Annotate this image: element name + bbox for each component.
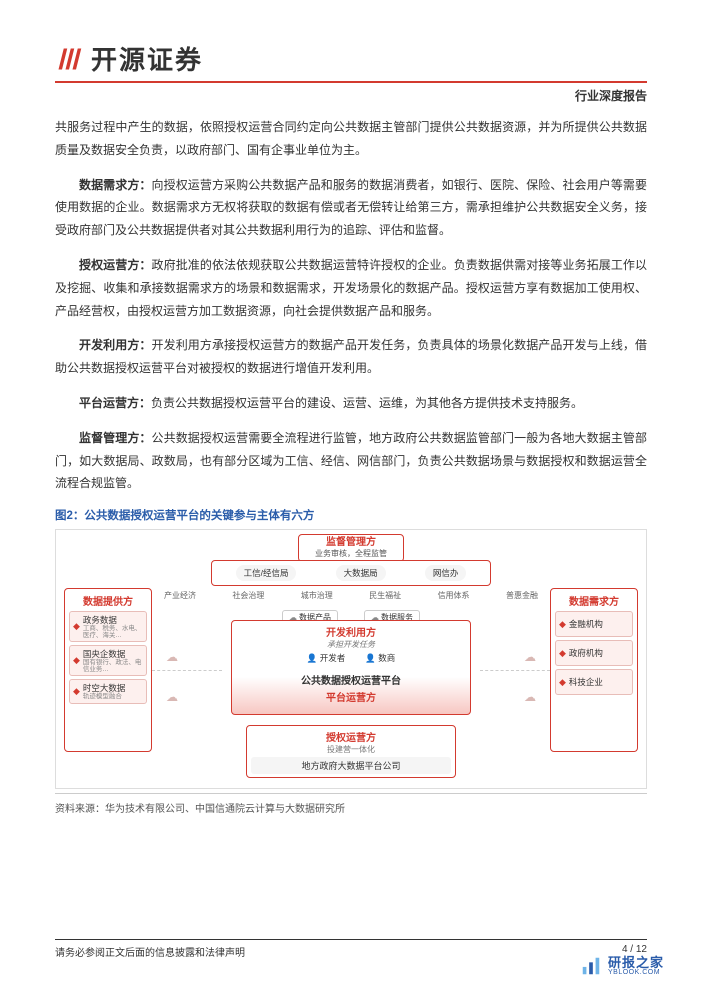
domain-4: 信用体系 xyxy=(438,590,470,601)
para-3-lead: 开发利用方： xyxy=(79,338,152,352)
cube-icon: ◆ xyxy=(559,677,566,688)
para-2-lead: 授权运营方： xyxy=(79,258,152,272)
demand-item-2: ◆科技企业 xyxy=(555,669,633,695)
para-1-lead: 数据需求方： xyxy=(79,178,152,192)
cube-icon: ◆ xyxy=(73,621,80,632)
provider-item-0-sub: 工商、税务、水电、医疗、海关… xyxy=(83,626,143,639)
operator-sub: 投建营一体化 xyxy=(251,744,451,755)
footer: 请务必参阅正文后面的信息披露和法律声明 4 / 12 xyxy=(55,939,647,959)
demand-item-1-name: 政府机构 xyxy=(569,647,603,659)
operator-box: 授权运营方 投建营一体化 地方政府大数据平台公司 xyxy=(246,725,456,778)
domain-0: 产业经济 xyxy=(164,590,196,601)
provider-item-1: ◆ 国央企数据 国有银行、政法、电信业务… xyxy=(69,645,147,676)
para-0: 共服务过程中产生的数据，依照授权运营合同约定向公共数据主管部门提供公共数据资源，… xyxy=(55,116,647,162)
cube-icon: ◆ xyxy=(559,648,566,659)
brand-logo-icon xyxy=(55,45,83,73)
watermark: 研报之家 YBLOOK.COM xyxy=(580,955,664,977)
dev-role-0: 👤 开发者 xyxy=(307,652,345,664)
provider-item-0: ◆ 政务数据 工商、税务、水电、医疗、海关… xyxy=(69,611,147,642)
para-3: 开发利用方：开发利用方承接授权运营方的数据产品开发任务，负责具体的场景化数据产品… xyxy=(55,334,647,380)
header-rule xyxy=(55,81,647,83)
doc-type: 行业深度报告 xyxy=(55,87,647,104)
gov-dept-2: 网信办 xyxy=(425,565,467,581)
footer-disclaimer: 请务必参阅正文后面的信息披露和法律声明 xyxy=(55,944,245,959)
cube-icon: ◆ xyxy=(73,655,80,666)
supervisor-box: 监督管理方 业务审核，全程监管 xyxy=(298,534,404,562)
dev-party-sub: 承担开发任务 xyxy=(232,639,470,650)
para-4-body: 负责公共数据授权运营平台的建设、运营、运维，为其他各方提供技术支持服务。 xyxy=(151,396,583,410)
provider-column: 数据提供方 ◆ 政务数据 工商、税务、水电、医疗、海关… ◆ 国央企数据 国有银… xyxy=(64,588,152,752)
demand-item-0-name: 金融机构 xyxy=(569,618,603,630)
figure-diagram: 监督管理方 业务审核，全程监管 工信/经信局 大数据局 网信办 产业经济 社会治… xyxy=(55,529,647,789)
cloud-deco-icon: ☁ xyxy=(166,690,178,704)
platform-name: 公共数据授权运营平台 xyxy=(232,672,470,687)
connector xyxy=(152,670,222,671)
provider-item-2-sub: 轨迹模型融合 xyxy=(83,694,126,701)
header: 开源证券 xyxy=(55,40,647,77)
demand-item-2-name: 科技企业 xyxy=(569,676,603,688)
demand-item-0: ◆金融机构 xyxy=(555,611,633,637)
domain-1: 社会治理 xyxy=(232,590,264,601)
connector xyxy=(480,670,550,671)
domain-5: 普惠金融 xyxy=(506,590,538,601)
brand-name: 开源证券 xyxy=(91,40,203,77)
provider-item-2: ◆ 时空大数据 轨迹模型融合 xyxy=(69,679,147,704)
domain-row: 产业经济 社会治理 城市治理 民生福祉 信用体系 普惠金融 xyxy=(164,590,538,601)
dev-role-1: 👤 数商 xyxy=(365,652,395,664)
gov-dept-0: 工信/经信局 xyxy=(236,565,297,581)
operator-title: 授权运营方 xyxy=(251,729,451,744)
dev-party-title: 开发利用方 xyxy=(232,624,470,639)
supervisor-title: 监督管理方 xyxy=(326,537,376,549)
para-1: 数据需求方：向授权运营方采购公共数据产品和服务的数据消费者，如银行、医院、保险、… xyxy=(55,174,647,242)
domain-2: 城市治理 xyxy=(301,590,333,601)
gov-dept-1: 大数据局 xyxy=(336,565,386,581)
cloud-deco-icon: ☁ xyxy=(524,690,536,704)
demand-item-1: ◆政府机构 xyxy=(555,640,633,666)
provider-title: 数据提供方 xyxy=(69,593,147,608)
cube-icon: ◆ xyxy=(73,686,80,697)
cloud-deco-icon: ☁ xyxy=(524,650,536,664)
figure-rule xyxy=(55,793,647,794)
watermark-en: YBLOOK.COM xyxy=(608,969,664,976)
para-4: 平台运营方：负责公共数据授权运营平台的建设、运营、运维，为其他各方提供技术支持服… xyxy=(55,392,647,415)
watermark-cn: 研报之家 xyxy=(608,956,664,969)
central-platform: 开发利用方 承担开发任务 👤 开发者 👤 数商 公共数据授权运营平台 平台运营方 xyxy=(231,620,471,715)
gov-depts-row: 工信/经信局 大数据局 网信办 xyxy=(211,560,491,586)
footer-rule xyxy=(55,939,647,940)
cube-icon: ◆ xyxy=(559,619,566,630)
para-5: 监督管理方：公共数据授权运营需要全流程进行监管，地方政府公共数据监管部门一般为各… xyxy=(55,427,647,495)
para-2: 授权运营方：政府批准的依法依规获取公共数据运营特许授权的企业。负责数据供需对接等… xyxy=(55,254,647,322)
watermark-chart-icon xyxy=(580,955,602,977)
provider-item-1-sub: 国有银行、政法、电信业务… xyxy=(83,660,143,673)
figure-title: 图2：公共数据授权运营平台的关键参与主体有六方 xyxy=(55,507,647,523)
demand-title: 数据需求方 xyxy=(555,593,633,608)
demand-column: 数据需求方 ◆金融机构 ◆政府机构 ◆科技企业 xyxy=(550,588,638,752)
figure-source: 资料来源：华为技术有限公司、中国信通院云计算与大数据研究所 xyxy=(55,800,647,815)
para-4-lead: 平台运营方： xyxy=(79,396,151,410)
platform-party: 平台运营方 xyxy=(232,689,470,704)
operator-entity: 地方政府大数据平台公司 xyxy=(251,757,451,774)
supervisor-sub: 业务审核，全程监管 xyxy=(315,549,387,559)
para-5-lead: 监督管理方： xyxy=(79,431,152,445)
cloud-deco-icon: ☁ xyxy=(166,650,178,664)
body-text: 共服务过程中产生的数据，依照授权运营合同约定向公共数据主管部门提供公共数据资源，… xyxy=(55,116,647,495)
domain-3: 民生福祉 xyxy=(369,590,401,601)
